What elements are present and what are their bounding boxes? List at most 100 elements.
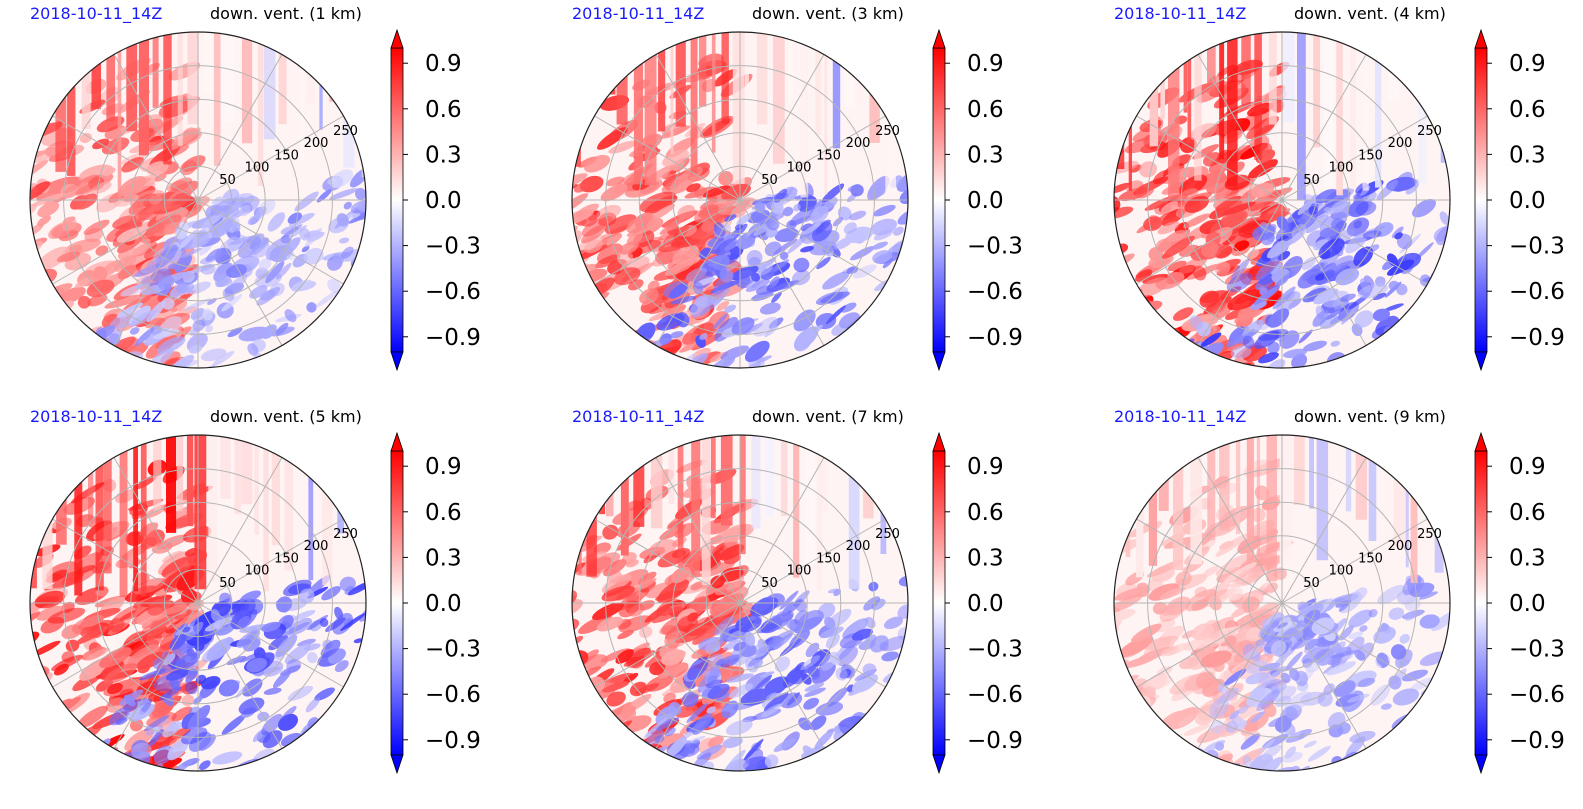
colorbar-extend-min bbox=[390, 351, 404, 372]
ring-label: 150 bbox=[816, 551, 841, 566]
ring-label: 250 bbox=[333, 124, 358, 139]
ring-label: 100 bbox=[787, 564, 812, 579]
polar-plot: 50 100 150 200 250 0.9 0.6 0.3 0.0 −0.3 −0.6 −0.9 bbox=[29, 28, 481, 372]
polar-panel: 2018-10-11_14Z down. vent. (5 km) 50 100 150… bbox=[0, 403, 540, 803]
field-layer bbox=[572, 32, 908, 368]
ring-label: 200 bbox=[1388, 539, 1413, 554]
ring-label: 200 bbox=[846, 539, 871, 554]
polar-plot: 50 100 150 200 250 0.9 0.6 0.3 0.0 −0.3 −0.6 −0.9 bbox=[571, 28, 1023, 372]
colorbar-tick-label: −0.6 bbox=[1509, 682, 1565, 708]
ring-label: 50 bbox=[761, 173, 778, 188]
colorbar-tick-label: −0.9 bbox=[425, 728, 481, 754]
colorbar-tick-label: 0.9 bbox=[1509, 51, 1546, 77]
colorbar-tick-label: 0.9 bbox=[1509, 454, 1546, 480]
ring-label: 250 bbox=[333, 527, 358, 542]
panel-date-label: 2018-10-11_14Z bbox=[1114, 407, 1247, 426]
polar-panel: 2018-10-11_14Z down. vent. (3 km) 50 100 150… bbox=[542, 0, 1082, 400]
panel-title: down. vent. (3 km) bbox=[752, 4, 904, 23]
ring-label: 50 bbox=[761, 576, 778, 591]
ring-label: 150 bbox=[816, 148, 841, 163]
ring-label: 100 bbox=[787, 161, 812, 176]
ring-label: 100 bbox=[1329, 161, 1354, 176]
ring-label: 250 bbox=[1417, 527, 1442, 542]
colorbar-tick-label: 0.6 bbox=[1509, 500, 1546, 526]
polar-frame bbox=[571, 31, 909, 369]
polar-grid bbox=[572, 435, 908, 771]
polar-plot: 50 100 150 200 250 0.9 0.6 0.3 0.0 −0.3 −0.6 −0.9 bbox=[1113, 28, 1565, 372]
panel-date-label: 2018-10-11_14Z bbox=[1114, 4, 1247, 23]
colorbar-tick-label: −0.9 bbox=[425, 325, 481, 351]
panel-title: down. vent. (7 km) bbox=[752, 407, 904, 426]
colorbar-extend-min bbox=[1474, 754, 1488, 775]
colorbar-tick-label: −0.6 bbox=[967, 279, 1023, 305]
colorbar: 0.9 0.6 0.3 0.0 −0.3 −0.6 −0.9 bbox=[390, 431, 481, 775]
polar-grid bbox=[30, 32, 366, 368]
colorbar: 0.9 0.6 0.3 0.0 −0.3 −0.6 −0.9 bbox=[932, 28, 1023, 372]
colorbar-tick-label: 0.9 bbox=[425, 454, 462, 480]
ring-label: 200 bbox=[1388, 136, 1413, 151]
colorbar-tick-label: 0.3 bbox=[967, 142, 1004, 168]
colorbar-tick-label: 0.6 bbox=[425, 500, 462, 526]
field-layer bbox=[30, 32, 366, 368]
colorbar: 0.9 0.6 0.3 0.0 −0.3 −0.6 −0.9 bbox=[1474, 28, 1565, 372]
field-layer bbox=[1114, 435, 1450, 771]
colorbar-extend-max bbox=[1474, 28, 1488, 49]
ring-label: 50 bbox=[219, 576, 236, 591]
colorbar-tick-label: −0.6 bbox=[425, 682, 481, 708]
colorbar-tick-label: −0.6 bbox=[967, 682, 1023, 708]
polar-frame bbox=[1113, 31, 1451, 369]
polar-panel: 2018-10-11_14Z down. vent. (4 km) 50 100 150… bbox=[1084, 0, 1583, 400]
colorbar-tick-label: −0.9 bbox=[967, 325, 1023, 351]
polar-frame bbox=[571, 434, 909, 772]
ring-label: 250 bbox=[875, 527, 900, 542]
polar-frame bbox=[1113, 434, 1451, 772]
ring-label: 150 bbox=[1358, 148, 1383, 163]
colorbar-tick-label: 0.6 bbox=[967, 500, 1004, 526]
colorbar-extend-max bbox=[932, 28, 946, 49]
colorbar-tick-label: 0.3 bbox=[967, 545, 1004, 571]
panel-date-label: 2018-10-11_14Z bbox=[572, 407, 705, 426]
colorbar: 0.9 0.6 0.3 0.0 −0.3 −0.6 −0.9 bbox=[932, 431, 1023, 775]
polar-frame bbox=[29, 31, 367, 369]
colorbar-tick-label: −0.3 bbox=[1509, 234, 1565, 260]
colorbar-tick-label: −0.9 bbox=[1509, 728, 1565, 754]
panel-title: down. vent. (9 km) bbox=[1294, 407, 1446, 426]
polar-panel: 2018-10-11_14Z down. vent. (1 km) 50 100 150… bbox=[0, 0, 540, 400]
ring-label: 200 bbox=[304, 539, 329, 554]
ring-label: 100 bbox=[245, 161, 270, 176]
polar-plot: 50 100 150 200 250 0.9 0.6 0.3 0.0 −0.3 −0.6 −0.9 bbox=[29, 431, 481, 775]
colorbar-tick-label: 0.3 bbox=[1509, 142, 1546, 168]
colorbar-tick-label: 0.9 bbox=[967, 51, 1004, 77]
ring-label: 150 bbox=[274, 148, 299, 163]
field-layer bbox=[572, 435, 908, 771]
colorbar-tick-label: −0.3 bbox=[967, 234, 1023, 260]
panel-title: down. vent. (5 km) bbox=[210, 407, 362, 426]
colorbar-extend-max bbox=[1474, 431, 1488, 452]
colorbar-tick-label: 0.0 bbox=[967, 591, 1004, 617]
polar-frame bbox=[29, 434, 367, 772]
polar-plot: 50 100 150 200 250 0.9 0.6 0.3 0.0 −0.3 −0.6 −0.9 bbox=[1113, 431, 1565, 775]
colorbar-tick-label: 0.3 bbox=[425, 142, 462, 168]
ring-label: 250 bbox=[1417, 124, 1442, 139]
colorbar-tick-label: −0.3 bbox=[425, 234, 481, 260]
colorbar: 0.9 0.6 0.3 0.0 −0.3 −0.6 −0.9 bbox=[1474, 431, 1565, 775]
colorbar-tick-label: 0.9 bbox=[425, 51, 462, 77]
colorbar: 0.9 0.6 0.3 0.0 −0.3 −0.6 −0.9 bbox=[390, 28, 481, 372]
colorbar-tick-label: −0.6 bbox=[1509, 279, 1565, 305]
polar-panel: 2018-10-11_14Z down. vent. (9 km) 50 100 150… bbox=[1084, 403, 1583, 803]
colorbar-extend-max bbox=[932, 431, 946, 452]
ring-label: 200 bbox=[304, 136, 329, 151]
colorbar-tick-label: −0.3 bbox=[425, 637, 481, 663]
panel-title: down. vent. (4 km) bbox=[1294, 4, 1446, 23]
colorbar-tick-label: 0.0 bbox=[967, 188, 1004, 214]
ring-label: 150 bbox=[1358, 551, 1383, 566]
colorbar-tick-label: 0.0 bbox=[1509, 591, 1546, 617]
colorbar-tick-label: 0.6 bbox=[425, 97, 462, 123]
colorbar-extend-min bbox=[1474, 351, 1488, 372]
ring-label: 100 bbox=[245, 564, 270, 579]
colorbar-tick-label: 0.6 bbox=[1509, 97, 1546, 123]
colorbar-extend-min bbox=[390, 754, 404, 775]
field-layer bbox=[30, 435, 366, 771]
colorbar-tick-label: 0.0 bbox=[1509, 188, 1546, 214]
colorbar-tick-label: −0.3 bbox=[967, 637, 1023, 663]
